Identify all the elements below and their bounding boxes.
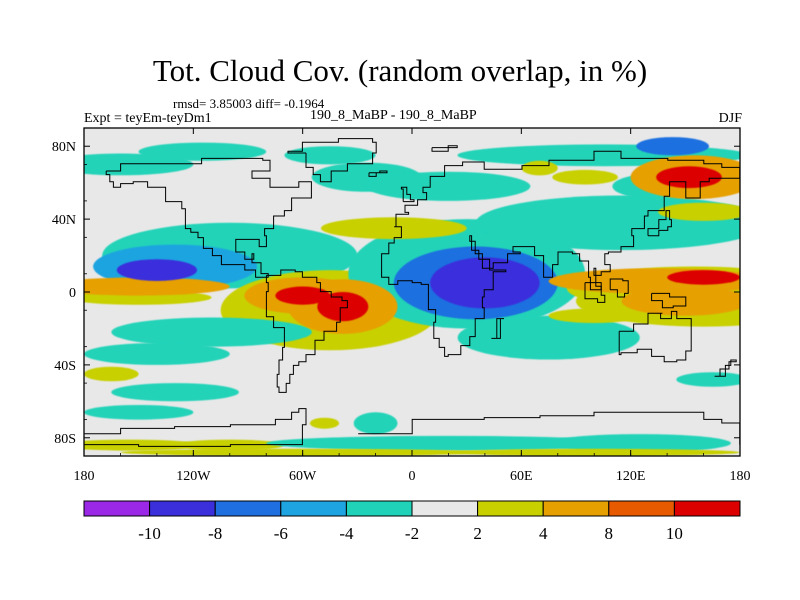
anomaly-contour-49: [656, 166, 722, 189]
anomaly-contour-46: [275, 286, 331, 305]
y-tick-label-0: 80N: [52, 140, 76, 155]
colorbar: -10 -8 -6 -4 -2 2 4 8 10: [83, 500, 741, 543]
coastline-new-guinea: [651, 292, 687, 309]
anomaly-contour-6: [84, 405, 194, 420]
coastline-eurasia-africa: [381, 150, 740, 357]
season-label: DJF: [718, 111, 742, 126]
anomaly-contour-4: [84, 343, 230, 365]
colorbar-swatch-1: [149, 500, 216, 517]
anomaly-contour-3: [111, 317, 312, 347]
anomaly-contour-31: [658, 202, 740, 221]
x-tick-label-0: 180: [74, 469, 95, 484]
anomaly-contour-44: [116, 259, 197, 281]
colorbar-swatch-7: [542, 500, 610, 517]
anomaly-contour-20: [366, 171, 531, 201]
x-tick-label-3: 0: [409, 469, 416, 484]
anomaly-contour-21: [284, 146, 376, 165]
colorbar-swatch-3: [280, 500, 347, 517]
colorbar-label-8: 10: [666, 524, 683, 543]
coastline-south-america: [265, 269, 348, 393]
colorbar-label-4: -2: [405, 524, 419, 543]
anomaly-contour-18: [138, 142, 267, 161]
x-tick-label-1: 120W: [176, 469, 211, 484]
anomaly-contour-22: [353, 412, 398, 435]
coastline-indonesia: [584, 282, 606, 303]
anomaly-contour-25: [548, 434, 731, 453]
anomaly-contour-5: [111, 383, 239, 402]
colorbar-swatch-8: [608, 500, 675, 517]
colorbar-swatch-0: [83, 500, 151, 517]
coastline-uk: [400, 186, 415, 203]
anomaly-contour-26: [676, 372, 740, 387]
case-label: 190_8_MaBP - 190_8_MaBP: [310, 108, 477, 123]
coastline-svalbard: [431, 145, 458, 152]
coastline-antarctica: [84, 408, 307, 447]
x-tick-label-5: 120E: [616, 469, 646, 484]
y-tick-label-3: 40S: [54, 359, 76, 374]
coastline-borneo: [609, 278, 629, 298]
coastline-antarctica-east: [358, 411, 740, 445]
experiment-label: Expt = teyEm-teyDm1: [84, 111, 212, 126]
coastline-new-zealand: [714, 359, 737, 377]
colorbar-swatch-2: [214, 500, 282, 517]
colorbar-swatch-5: [411, 500, 479, 517]
anomaly-contour-29: [552, 169, 618, 185]
x-tick-label-2: 60W: [289, 469, 317, 484]
coastline-australia: [618, 310, 692, 363]
colorbar-label-1: -8: [208, 524, 222, 543]
colorbar-label-3: -4: [339, 524, 354, 543]
x-tick-label-4: 60E: [510, 469, 533, 484]
coastline-greenland: [287, 138, 377, 183]
anomaly-contour-8: [175, 439, 285, 451]
anomaly-contour-32: [84, 366, 139, 382]
anomaly-contour-48: [667, 270, 740, 285]
y-tick-label-4: 80S: [54, 432, 76, 447]
coastline-north-america: [105, 157, 312, 278]
colorbar-label-0: -10: [138, 524, 161, 543]
colorbar-swatch-4: [345, 500, 413, 517]
y-tick-label-1: 40N: [52, 213, 76, 228]
anomaly-contour-23: [309, 417, 340, 429]
anomaly-contour-33: [320, 217, 467, 240]
colorbar-label-2: -6: [274, 524, 288, 543]
stats-label: rmsd= 3.85003 diff= -0.1964: [173, 96, 325, 111]
colorbar-swatch-9: [673, 500, 741, 517]
anomaly-contour-24: [266, 435, 631, 451]
map-plot-area: [83, 127, 741, 457]
anomaly-contour-7: [84, 439, 203, 451]
axes: 180 120W 60W 0 60E 120E 180 80N 40N 0 40S 80S: [52, 127, 751, 484]
anomaly-contour-42: [84, 277, 230, 296]
coastline-iceland: [368, 170, 388, 177]
anomaly-contour-30: [521, 160, 558, 176]
anomaly-contour-47: [317, 292, 369, 322]
anomaly-contour-11: [457, 315, 640, 360]
x-tick-label-6: 180: [730, 469, 751, 484]
anomaly-contour-41: [636, 137, 709, 156]
colorbar-swatch-6: [477, 500, 544, 517]
colorbar-label-5: 2: [473, 524, 482, 543]
coastline-madagascar: [491, 318, 504, 339]
colorbar-label-7: 8: [605, 524, 614, 543]
chart-title: Tot. Cloud Cov. (random overlap, in %): [152, 53, 648, 88]
anomaly-contour-45: [430, 257, 540, 309]
coastline-japan: [647, 210, 672, 237]
colorbar-label-6: 4: [539, 524, 548, 543]
y-tick-label-2: 0: [69, 286, 76, 301]
